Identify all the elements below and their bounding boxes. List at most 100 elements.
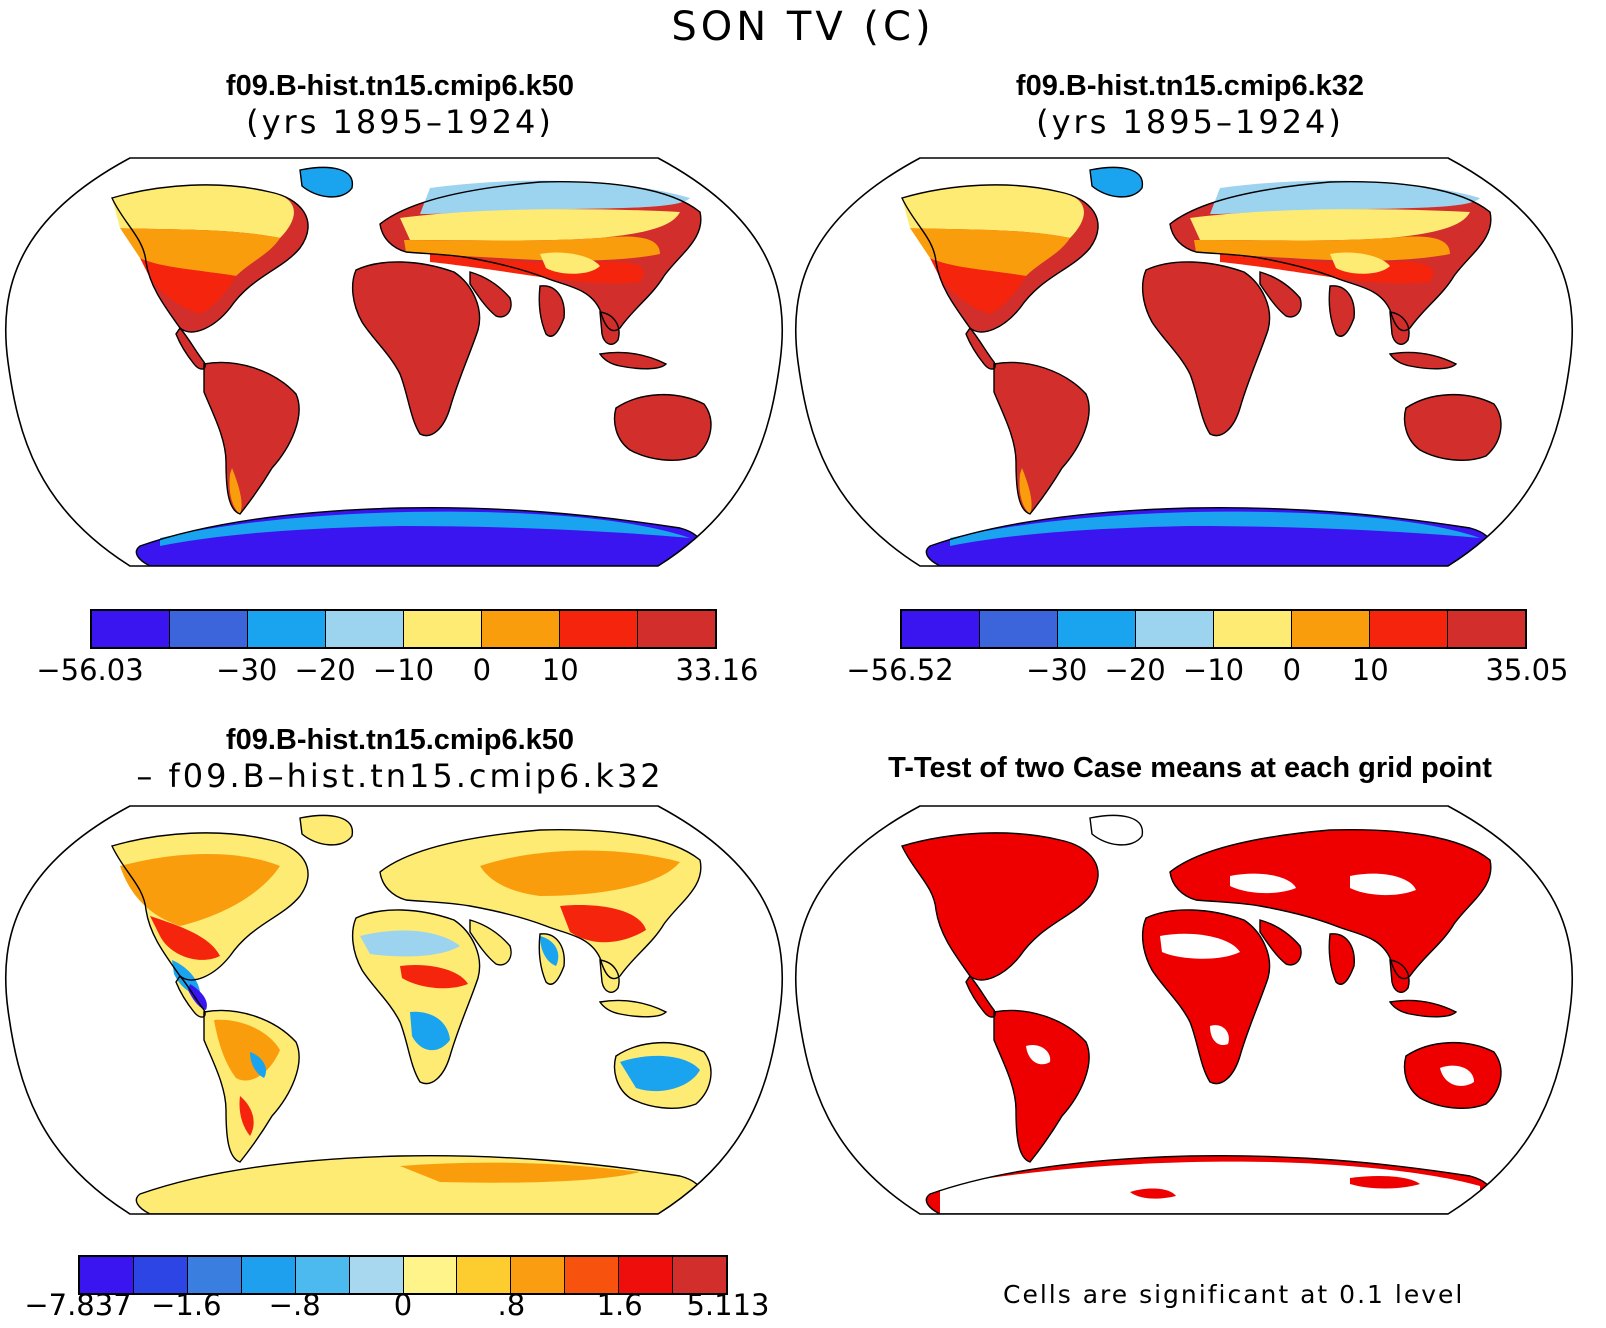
colorbar-tick-label: −10 bbox=[372, 653, 435, 687]
coastline-indonesia bbox=[1388, 351, 1458, 370]
band-eu-warm bbox=[430, 254, 644, 284]
colorbar-swatch bbox=[565, 1257, 620, 1293]
diff-anomaly-patch bbox=[239, 1096, 254, 1136]
colorbar-tick-label: 0 bbox=[1282, 653, 1302, 687]
non-significant-area bbox=[1230, 873, 1296, 894]
colorbar-tick-label: 33.16 bbox=[675, 653, 759, 687]
diff-anomaly-patch bbox=[400, 1162, 640, 1183]
band-na-cool bbox=[902, 184, 1084, 238]
land-arabia bbox=[1260, 920, 1302, 965]
colorbar-swatch bbox=[404, 611, 482, 647]
coastline-greenland bbox=[1089, 166, 1143, 198]
diff-anomaly-patch bbox=[250, 1052, 267, 1078]
coastline-antarctica bbox=[135, 507, 703, 566]
coastline-antarctica bbox=[925, 1155, 1493, 1214]
map-frame bbox=[795, 157, 1573, 567]
coastline-centralAmerica bbox=[965, 326, 996, 370]
colorbar-tick-label: −20 bbox=[1104, 653, 1166, 687]
land-eurasia bbox=[1170, 829, 1491, 979]
map-difference bbox=[5, 805, 783, 1215]
band-eu-mild bbox=[404, 236, 660, 261]
colorbar-swatch bbox=[92, 611, 170, 647]
significant-patch bbox=[1350, 1176, 1420, 1189]
colorbar-swatch bbox=[295, 1257, 350, 1293]
colorbar-swatch bbox=[241, 1257, 296, 1293]
coastline-eurasia bbox=[1169, 829, 1492, 980]
colorbar-swatch bbox=[170, 611, 248, 647]
diff-anomaly-patch bbox=[400, 964, 468, 989]
coastline-arabia bbox=[469, 271, 512, 318]
coastline-australia bbox=[1403, 1042, 1502, 1109]
colorbar-tick-label: −56.52 bbox=[846, 653, 954, 687]
colorbar-swatch bbox=[619, 1257, 674, 1293]
band-na-cool bbox=[112, 184, 294, 238]
band-eu-warm bbox=[1220, 254, 1434, 284]
coastline-africa bbox=[351, 261, 481, 437]
colorbar-swatch bbox=[248, 611, 326, 647]
coastline-northAmerica bbox=[901, 832, 1099, 981]
antarctic-rim bbox=[160, 511, 690, 546]
land-india bbox=[1329, 933, 1355, 985]
colorbar-swatch bbox=[403, 1257, 458, 1293]
map-k50 bbox=[5, 157, 783, 567]
antarctic-rim bbox=[950, 511, 1480, 546]
band-na-mild bbox=[910, 228, 1070, 276]
colorbar-tick-label: −20 bbox=[294, 653, 356, 687]
tibet-cool bbox=[1330, 252, 1390, 274]
coastline-india bbox=[1328, 933, 1355, 985]
coastline-greenland bbox=[299, 166, 353, 198]
land-arabia bbox=[1260, 272, 1302, 317]
coastline-southAmerica bbox=[993, 361, 1090, 515]
colorbar-swatch bbox=[349, 1257, 404, 1293]
coastline-eurasia bbox=[1169, 181, 1492, 332]
tibet-cool bbox=[540, 252, 600, 274]
colorbar-swatch bbox=[560, 611, 638, 647]
panel-ttest-title: T-Test of two Case means at each grid po… bbox=[888, 752, 1492, 784]
colorbar-swatch bbox=[457, 1257, 512, 1293]
non-significant-area bbox=[1210, 1025, 1229, 1046]
coastline-northAmerica bbox=[111, 184, 309, 333]
diff-anomaly-patch bbox=[480, 850, 680, 896]
non-significant-area bbox=[940, 1161, 1480, 1214]
coastline-centralAmerica bbox=[965, 974, 996, 1018]
colorbar-tick-label: 0 bbox=[472, 653, 492, 687]
coastline-southAmerica bbox=[993, 1009, 1090, 1163]
colorbar-swatch bbox=[326, 611, 404, 647]
colorbar-tick-label: −30 bbox=[216, 653, 278, 687]
colorbar-tick-label: −.8 bbox=[268, 1288, 321, 1322]
diff-anomaly-patch bbox=[188, 984, 207, 1010]
land-southAmerica bbox=[994, 1010, 1090, 1162]
colorbar-tick-label: −10 bbox=[1182, 653, 1245, 687]
coastline-indonesia bbox=[598, 999, 668, 1018]
panel-case-name: f09.B-hist.tn15.cmip6.k32 bbox=[1015, 70, 1365, 102]
diff-anomaly-patch bbox=[360, 930, 460, 957]
band-eu-cool bbox=[1190, 209, 1470, 241]
coastline-antarctica bbox=[925, 507, 1493, 566]
colorbar-swatch bbox=[980, 611, 1058, 647]
colorbar-swatch bbox=[187, 1257, 242, 1293]
diff-anomaly-patch bbox=[560, 905, 646, 943]
map-ttest bbox=[795, 805, 1573, 1215]
coastline-india bbox=[538, 285, 565, 337]
land-africa bbox=[352, 261, 480, 436]
colorbar-swatch bbox=[638, 611, 715, 647]
land-greenland bbox=[1090, 815, 1143, 845]
land-arabia bbox=[470, 272, 512, 317]
coastline-seAsia bbox=[599, 311, 620, 345]
colorbar-swatch bbox=[1370, 611, 1448, 647]
diff-anomaly-patch bbox=[120, 854, 280, 926]
land-southAmerica bbox=[994, 362, 1090, 514]
land-centralAmerica bbox=[966, 328, 996, 370]
colorbar-k32 bbox=[900, 609, 1527, 649]
map-k32 bbox=[795, 157, 1573, 567]
land-india bbox=[539, 285, 565, 337]
coastline-africa bbox=[1141, 909, 1271, 1085]
coastline-seAsia bbox=[1389, 959, 1410, 993]
colorbar-swatch bbox=[1448, 611, 1525, 647]
colorbar-swatch bbox=[482, 611, 560, 647]
colorbar-k50-ticks: −56.03 −30 −20 −10 0 10 33.16 bbox=[36, 653, 758, 693]
coastline-eurasia bbox=[379, 181, 702, 332]
colorbar-swatch bbox=[511, 1257, 566, 1293]
coastline-india bbox=[1328, 285, 1355, 337]
land-greenland bbox=[300, 167, 353, 197]
